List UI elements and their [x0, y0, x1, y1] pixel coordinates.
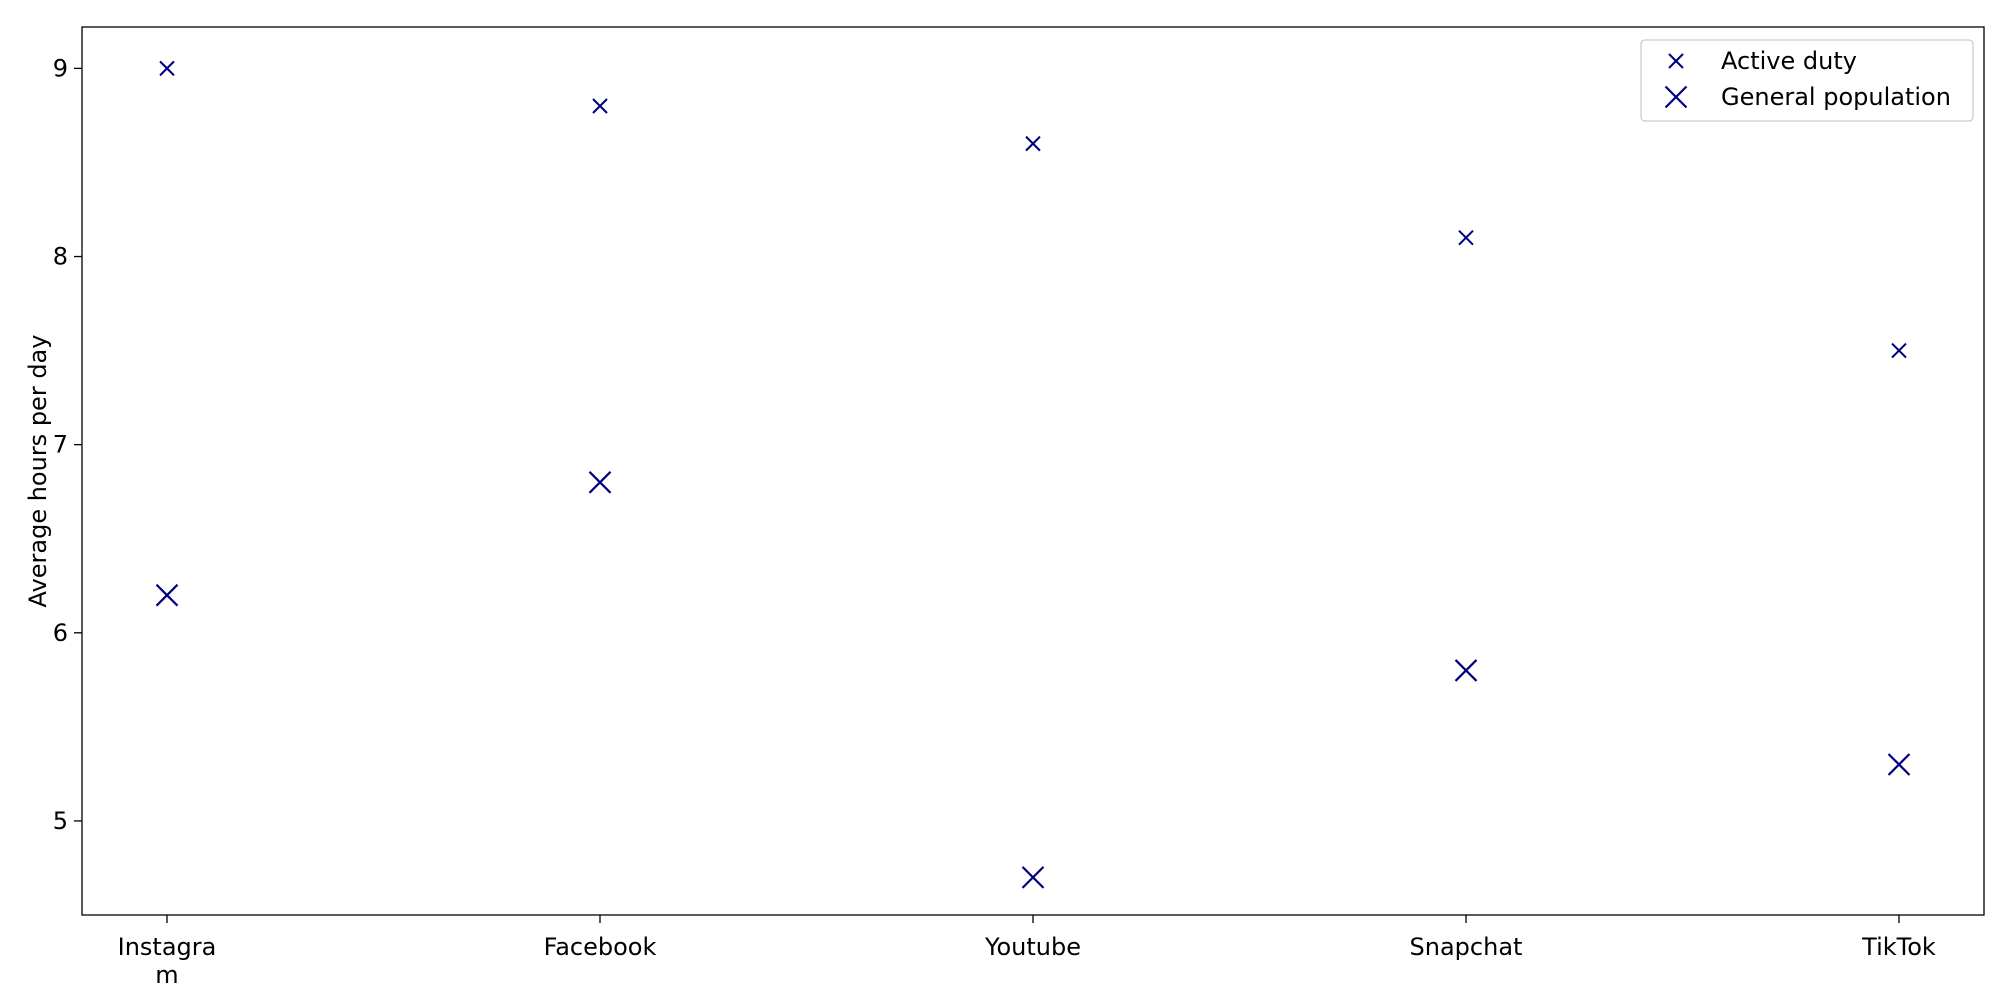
- active-duty-point: [1025, 135, 1041, 152]
- legend-label-active-duty: Active duty: [1721, 47, 1857, 75]
- active-duty-point: [159, 60, 175, 77]
- y-tick-label: 8: [53, 243, 68, 271]
- data-points: [155, 60, 1911, 889]
- legend: Active duty General population: [1640, 39, 1974, 122]
- active-duty-point: [1458, 230, 1474, 246]
- plot-frame: [81, 26, 1985, 916]
- x-tick-label: Snapchat: [1410, 933, 1523, 961]
- general-population-point: [1021, 866, 1045, 889]
- y-tick-label: 5: [53, 807, 68, 835]
- legend-marker-general-population: [1664, 85, 1688, 109]
- y-axis-title: Average hours per day: [24, 335, 52, 608]
- plot-area: [81, 26, 1985, 916]
- general-population-point: [588, 471, 612, 494]
- general-population-point: [1887, 753, 1911, 776]
- y-tick-label: 6: [53, 619, 68, 647]
- x-axis: Instagra m Facebook Youtube Snapchat TikTok: [118, 915, 1936, 989]
- legend-label-general-population: General population: [1721, 83, 1951, 111]
- x-tick-label: Instagra m: [118, 933, 217, 989]
- general-population-point: [155, 583, 179, 607]
- x-tick-label: Youtube: [984, 933, 1081, 961]
- y-tick-label: 7: [53, 431, 68, 459]
- active-duty-point: [592, 98, 608, 114]
- y-tick-label: 9: [53, 54, 68, 82]
- y-axis: 5 6 7 8 9: [53, 54, 82, 835]
- x-tick-label: Facebook: [544, 933, 657, 961]
- legend-box: [1640, 39, 1974, 122]
- legend-marker-active-duty: [1668, 53, 1684, 69]
- active-duty-point: [1891, 342, 1907, 359]
- general-population-point: [1454, 659, 1478, 682]
- x-tick-label: TikTok: [1861, 933, 1936, 961]
